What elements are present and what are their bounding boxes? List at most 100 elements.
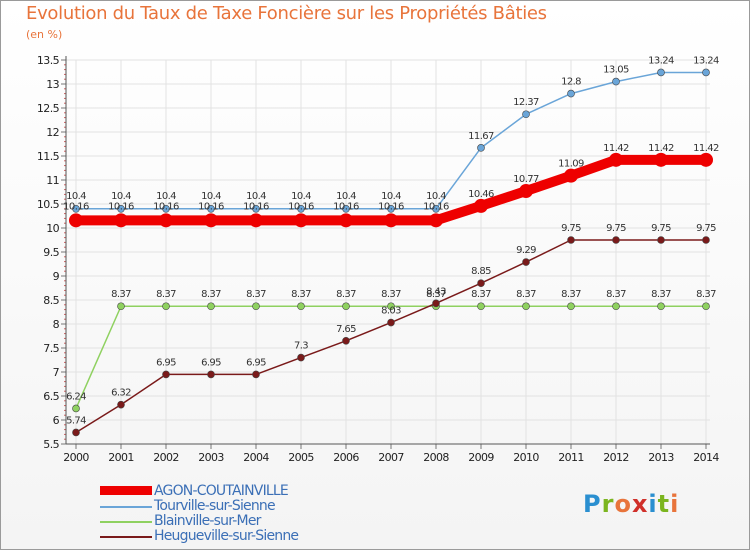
data-point-blainville: [657, 302, 665, 311]
data-point-heugueville: [117, 400, 125, 409]
data-point-tourville: [432, 205, 440, 213]
data-label-heugueville: 8.43: [426, 286, 446, 297]
data-point-agon: [114, 213, 128, 228]
x-tick-label: 2007: [378, 451, 404, 464]
y-tick-label: 13.5: [37, 54, 60, 67]
data-point-agon: [654, 152, 668, 167]
data-label-tourville: 10.4: [246, 191, 266, 202]
data-point-agon: [384, 213, 398, 228]
data-label-blainville: 8.37: [561, 289, 581, 300]
grid: [66, 59, 710, 445]
data-label-tourville: 10.4: [156, 191, 176, 202]
data-point-heugueville: [657, 236, 665, 244]
data-label-blainville: 8.37: [651, 289, 671, 300]
data-label-blainville: 8.37: [606, 289, 626, 300]
data-label-agon: 10.16: [378, 201, 404, 212]
x-tick-label: 2006: [333, 451, 359, 464]
data-label-heugueville: 6.95: [246, 357, 266, 368]
x-tick-label: 2004: [243, 451, 269, 464]
data-point-agon: [564, 168, 578, 183]
data-point-heugueville: [162, 370, 170, 379]
data-label-heugueville: 7.65: [336, 324, 356, 335]
y-tick-label: 7: [53, 366, 60, 379]
data-point-agon: [159, 213, 173, 228]
data-point-tourville: [252, 205, 260, 213]
data-label-tourville: 13.05: [603, 65, 629, 76]
data-point-heugueville: [72, 428, 80, 437]
chart-title: Evolution du Taux de Taxe Foncière sur l…: [26, 3, 547, 24]
y-tick-label: 10.5: [37, 198, 60, 211]
data-label-blainville: 6.24: [66, 391, 86, 402]
y-tick-label: 6: [53, 414, 60, 427]
series: [69, 68, 713, 437]
data-label-agon: 10.16: [108, 201, 134, 212]
logo-letter: o: [614, 490, 632, 518]
data-label-heugueville: 6.95: [156, 357, 176, 368]
data-label-heugueville: 9.75: [606, 223, 626, 234]
x-tick-label: 2010: [513, 451, 539, 464]
data-point-blainville: [72, 404, 80, 413]
data-label-agon: 10.16: [243, 201, 269, 212]
data-label-tourville: 10.4: [111, 191, 131, 202]
data-label-heugueville: 9.29: [516, 245, 536, 256]
data-label-heugueville: 8.85: [471, 266, 491, 277]
data-label-blainville: 8.37: [201, 289, 221, 300]
data-point-agon: [294, 213, 308, 228]
data-point-agon: [339, 213, 353, 228]
legend-label: AGON-COUTAINVILLE: [154, 483, 289, 499]
data-label-agon: 10.16: [63, 201, 89, 212]
data-point-tourville: [297, 205, 305, 213]
y-tick-label: 10: [46, 222, 59, 235]
data-label-tourville: 12.37: [513, 97, 539, 108]
data-label-agon: 10.16: [153, 201, 179, 212]
data-label-tourville: 12.8: [561, 77, 581, 88]
data-point-agon: [204, 213, 218, 228]
data-label-agon: 10.46: [468, 189, 494, 200]
data-point-heugueville: [252, 370, 260, 379]
data-label-tourville: 13.24: [693, 55, 719, 66]
data-label-agon: 10.16: [288, 201, 314, 212]
data-point-heugueville: [432, 299, 440, 308]
data-label-heugueville: 9.75: [651, 223, 671, 234]
chart-subtitle: (en %): [26, 28, 63, 41]
data-point-blainville: [207, 302, 215, 311]
data-point-blainville: [702, 302, 710, 311]
data-point-blainville: [117, 302, 125, 311]
data-label-tourville: 10.4: [381, 191, 401, 202]
data-label-tourville: 10.4: [336, 191, 356, 202]
logo-letter: i: [670, 490, 680, 518]
data-label-agon: 10.16: [423, 201, 449, 212]
data-point-tourville: [207, 205, 215, 213]
data-point-blainville: [387, 302, 395, 311]
data-label-heugueville: 8.03: [381, 306, 401, 317]
data-label-blainville: 8.37: [696, 289, 716, 300]
data-label-tourville: 10.4: [66, 191, 86, 202]
data-label-blainville: 8.37: [291, 289, 311, 300]
legend-label: Tourville-sur-Sienne: [154, 498, 276, 514]
x-tick-label: 2000: [63, 451, 89, 464]
data-label-heugueville: 6.95: [201, 357, 221, 368]
x-tick-label: 2001: [108, 451, 134, 464]
data-point-heugueville: [387, 318, 395, 327]
data-label-agon: 10.16: [198, 201, 224, 212]
data-point-heugueville: [297, 353, 305, 362]
data-label-agon: 11.42: [648, 143, 674, 154]
x-tick-label: 2008: [423, 451, 449, 464]
y-tick-label: 11: [46, 174, 59, 187]
y-tick-label: 8: [53, 318, 60, 331]
data-point-agon: [249, 213, 263, 228]
data-point-agon: [429, 213, 443, 228]
legend-swatch: [100, 486, 152, 495]
x-tick-label: 2005: [288, 451, 314, 464]
data-point-tourville: [702, 68, 710, 77]
x-tick-label: 2013: [648, 451, 674, 464]
data-label-tourville: 10.4: [201, 191, 221, 202]
data-label-blainville: 8.37: [426, 289, 446, 300]
data-point-tourville: [477, 144, 485, 152]
data-label-tourville: 13.24: [648, 55, 674, 66]
data-point-tourville: [117, 205, 125, 213]
data-point-tourville: [342, 205, 350, 213]
data-label-heugueville: 7.3: [294, 341, 308, 352]
x-tick-label: 2009: [468, 451, 494, 464]
